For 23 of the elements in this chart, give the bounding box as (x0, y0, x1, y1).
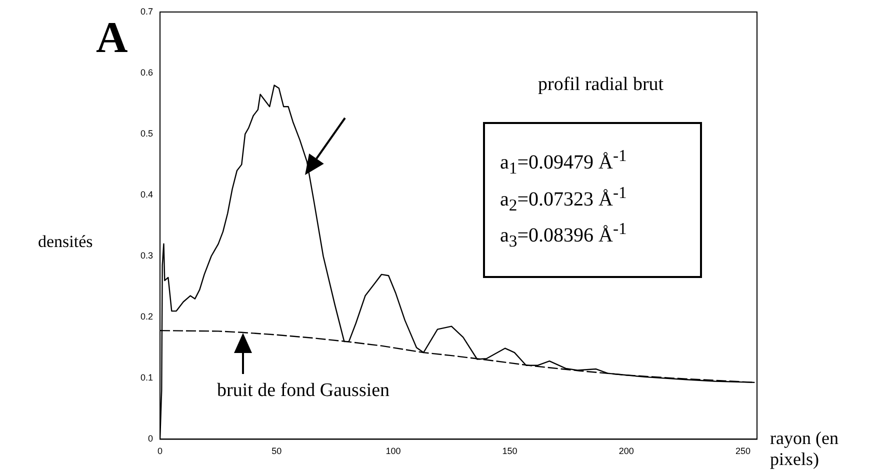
annotation: profil radial brut (538, 74, 664, 96)
annotation: a$_{2}$=0.07323 Å$^{-1}$ (500, 182, 628, 216)
x-tick-label: 150 (502, 446, 518, 456)
y-tick-label: 0.5 (140, 128, 153, 139)
annotation: a$_{3}$=0.08396 Å$^{-1}$ (500, 218, 628, 253)
y-tick-label: 0.2 (140, 312, 153, 322)
x-axis-title: rayon (en pixels) (770, 428, 840, 470)
x-tick-label: 250 (735, 446, 751, 456)
x-tick-label: 0 (157, 446, 163, 456)
text: A (96, 12, 128, 63)
annotation: bruit de fond Gaussien (217, 380, 390, 402)
x-tick-label: 50 (272, 446, 282, 456)
y-axis-title: densités (38, 232, 93, 252)
y-tick-label: 0.7 (140, 6, 153, 16)
y-tick-label: 0.4 (140, 190, 153, 200)
x-tick-label: 200 (618, 446, 634, 456)
text-frame: a$_{1}$=0.09479 Å$^{-1}$ a$_{2}$=0.07323 Å$^{-1}$ a$_{3}$=0.08396 Å$^{-1}$ (483, 122, 702, 278)
y-tick-label: 0.6 (140, 68, 153, 78)
y-tick-label: 0.1 (140, 372, 153, 383)
y-tick-label: 0 (148, 434, 153, 444)
annotation: a$_{1}$=0.09479 Å$^{-1}$ (500, 145, 628, 180)
x-tick-label: 100 (386, 446, 401, 456)
y-tick-label: 0.3 (140, 250, 153, 261)
